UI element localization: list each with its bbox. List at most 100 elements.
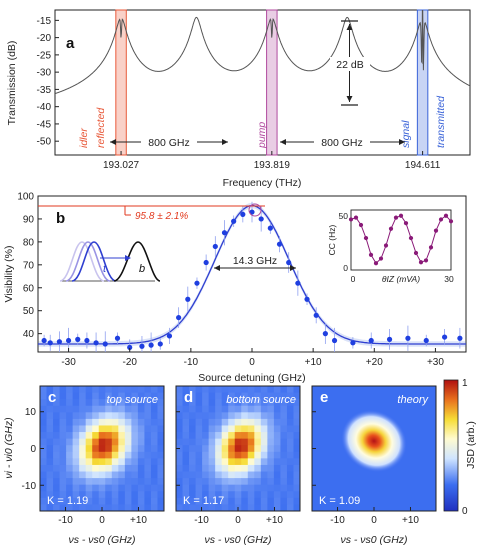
data-point — [221, 230, 228, 236]
heatmap-cell — [260, 405, 268, 413]
heatmap-cell — [59, 458, 67, 466]
heatmap-cell — [293, 484, 301, 492]
label-bg — [314, 135, 370, 149]
heatmap-cell — [46, 399, 54, 407]
inset-data-point — [363, 235, 369, 241]
heatmap-cell — [144, 464, 152, 472]
data-point — [423, 337, 429, 344]
heatmap-cell — [72, 412, 80, 420]
heatmap-cell — [241, 451, 249, 459]
heatmap-cell — [254, 458, 262, 466]
heatmap-cell — [131, 418, 139, 426]
heatmap-cell — [189, 504, 196, 512]
heatmap-cell — [254, 425, 262, 433]
heatmap-cell — [53, 497, 60, 505]
heatmap-cell — [40, 504, 47, 512]
y-tick-label: -35 — [37, 85, 52, 96]
inset-data-point — [348, 217, 354, 222]
heatmap-cell — [131, 445, 139, 453]
heatmap-cell — [40, 478, 47, 486]
heatmap-cell — [267, 504, 275, 512]
heatmap-cell — [267, 405, 275, 413]
heatmap-cell — [202, 471, 210, 479]
heatmap-cell — [92, 445, 100, 453]
heatmap-cell — [254, 392, 262, 400]
heatmap-cell — [66, 445, 74, 453]
heatmap-cell — [202, 491, 210, 499]
heatmap-cell — [215, 386, 223, 393]
heatmap-cell — [267, 445, 275, 453]
heatmap-cell — [66, 504, 74, 512]
inset-data-point — [358, 222, 364, 228]
heatmap-cell — [46, 484, 54, 492]
heatmap-cell — [144, 504, 152, 512]
heatmap-cell — [98, 491, 106, 499]
heatmap-cell — [157, 504, 165, 512]
heatmap-cell — [98, 425, 106, 433]
heatmap-cell — [137, 504, 145, 512]
heatmap-cell — [118, 484, 126, 492]
heatmap-cell — [98, 405, 106, 413]
heatmap-cell — [137, 497, 145, 505]
heatmap-cell — [182, 405, 190, 413]
heatmap-cell — [157, 484, 165, 492]
heatmap-cell — [286, 386, 294, 393]
heatmap-cell — [40, 484, 47, 492]
heatmap-cell — [176, 497, 183, 505]
map-x-axis-label: νs - νs0 (GHz) — [340, 534, 407, 546]
data-point — [240, 211, 246, 217]
heatmap-cell — [157, 386, 165, 393]
heatmap-cell — [234, 412, 242, 420]
heatmap-cell — [182, 464, 190, 472]
heatmap-cell — [137, 445, 145, 453]
y-tick-label: 40 — [23, 329, 35, 340]
heatmap-cell — [254, 432, 262, 440]
heatmap-cell — [118, 418, 126, 426]
heatmap-cell — [137, 432, 145, 440]
heatmap-cell — [157, 399, 165, 407]
heatmap-cell — [59, 438, 67, 446]
x-tick-label: +10 — [402, 515, 419, 526]
heatmap-cell — [79, 425, 87, 433]
heatmap-cell — [98, 386, 106, 393]
arrowhead — [222, 139, 228, 145]
heatmap-cell — [254, 491, 262, 499]
heatmap-cell — [85, 445, 93, 453]
heatmap-cell — [59, 478, 67, 486]
heatmap-cell — [72, 432, 80, 440]
y-tick-label: -15 — [37, 16, 52, 27]
heatmap-cell — [105, 445, 113, 453]
data-point — [75, 336, 81, 342]
heatmap-cell — [286, 418, 294, 426]
x-ticks: 193.027 193.819 194.611 — [103, 151, 441, 171]
heatmap-cell — [53, 386, 60, 393]
heatmap-cell — [241, 464, 249, 472]
heatmap-cell — [273, 432, 281, 440]
inset-frame — [350, 209, 452, 271]
heatmap-cell — [118, 438, 126, 446]
heatmap-cell — [234, 425, 242, 433]
heatmap-cell — [105, 386, 113, 393]
heatmap-cell — [241, 432, 249, 440]
transmission-trace — [55, 10, 470, 95]
arrowhead — [290, 265, 296, 271]
pulse-shape — [71, 241, 117, 282]
heatmap-cell — [260, 491, 268, 499]
heatmap-cell — [234, 484, 242, 492]
x-ticks: -30 -20 -10 0 +10 +20 +30 — [61, 348, 444, 368]
heatmap-cell — [79, 478, 87, 486]
heatmap-cell — [234, 491, 242, 499]
heatmap-cell — [182, 497, 190, 505]
heatmap-cell — [221, 471, 229, 479]
heatmap-cell — [72, 425, 80, 433]
heatmap-cell — [105, 484, 113, 492]
arrowhead — [280, 139, 286, 145]
heatmap-cell — [105, 478, 113, 486]
heatmap-cell — [293, 478, 301, 486]
heatmap-cell — [79, 412, 87, 420]
data-point — [185, 296, 191, 302]
data-point — [405, 335, 411, 341]
heatmap-cell — [66, 471, 74, 479]
label-bg — [330, 57, 370, 71]
heatmap-cell — [293, 418, 301, 426]
